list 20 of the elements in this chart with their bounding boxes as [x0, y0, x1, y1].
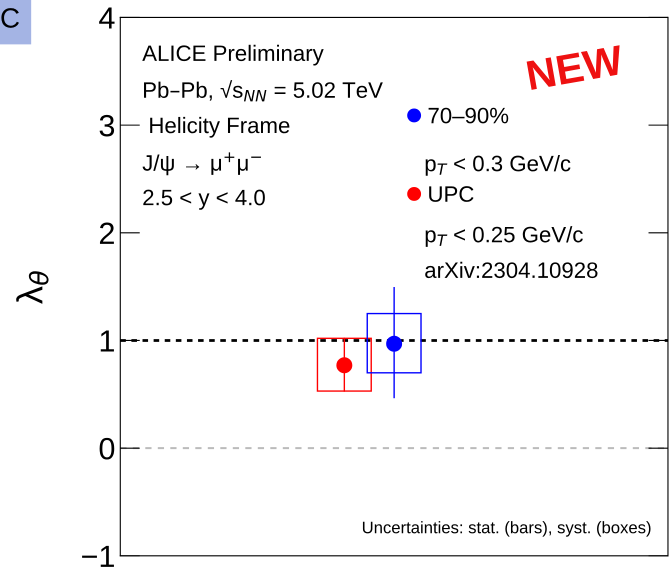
- annotation: ALICE Preliminary: [142, 44, 324, 66]
- text: C: [1, 8, 19, 28]
- y-axis-title: λ$_{θ}$: [16, 271, 49, 304]
- y-tick-label: 0: [100, 438, 114, 460]
- annotation: NEW: [526, 45, 625, 90]
- annotation: 2.5 < y < 4.0: [143, 190, 265, 210]
- y-tick-label: 4: [99, 8, 115, 29]
- legend-label: 70–90%: [428, 108, 508, 124]
- legend-label: UPC: [429, 186, 474, 202]
- y-tick-label: 1: [100, 330, 114, 352]
- annotation: p$_{T}$ < 0.3 GeV/c: [426, 155, 570, 176]
- annotation: Uncertainties: stat. (bars), syst. (boxes): [362, 521, 651, 537]
- annotation: arXiv:2304.10928: [425, 262, 598, 278]
- annotation: Pb–Pb, √s$_{NN}$ = 5.02 TeV: [144, 80, 383, 102]
- y-tick-label: 3: [100, 114, 114, 136]
- annotation: Helicity Frame: [150, 116, 290, 138]
- annotation: p$_{T}$ < 0.25 GeV/c: [426, 226, 583, 247]
- y-tick-label: −1: [82, 546, 114, 567]
- y-tick-label: 2: [100, 222, 114, 244]
- annotation: J/ψ → μ$^{+}$μ$^{−}$: [142, 152, 261, 176]
